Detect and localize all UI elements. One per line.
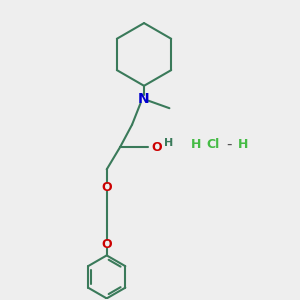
Text: H: H bbox=[191, 137, 202, 151]
Text: H: H bbox=[164, 138, 173, 148]
Text: Cl: Cl bbox=[206, 137, 219, 151]
Text: O: O bbox=[101, 238, 112, 250]
Text: -: - bbox=[226, 136, 232, 152]
Text: O: O bbox=[101, 181, 112, 194]
Text: O: O bbox=[152, 140, 162, 154]
Text: N: N bbox=[138, 92, 150, 106]
Text: H: H bbox=[237, 137, 248, 151]
